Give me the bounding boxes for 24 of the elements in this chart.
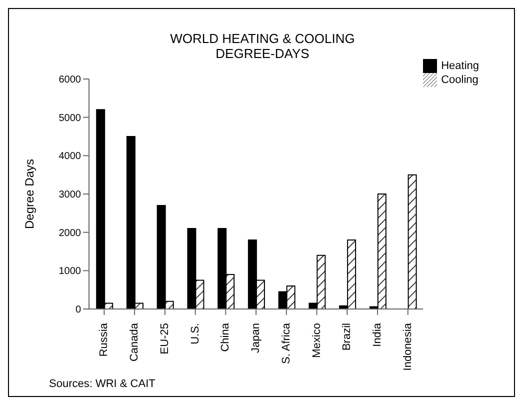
x-tick-label: Indonesia	[402, 322, 414, 371]
x-tick-label: Mexico	[310, 323, 323, 358]
legend-label: Heating	[441, 60, 479, 72]
x-tick-label: India	[372, 322, 384, 347]
y-tick-label: 2000	[58, 228, 82, 239]
y-tick-label: 5000	[58, 112, 82, 124]
bar	[408, 174, 417, 309]
y-tick-label: 0	[75, 304, 82, 316]
y-tick-label: 4000	[58, 151, 82, 162]
x-tick-label: S. Africa	[280, 322, 292, 364]
x-tick-label: China	[220, 322, 232, 352]
y-axis-title: Degree Days	[22, 158, 36, 230]
y-tick-label: 3000	[58, 190, 82, 201]
y-tick-label: 1000	[58, 266, 82, 278]
source-note: Sources: WRI & CAIT	[49, 378, 156, 390]
x-tick-label: Russia	[98, 322, 110, 357]
x-tick-label: Japan	[250, 323, 262, 353]
y-tick-label: 6000	[58, 74, 82, 86]
x-tick-label: Canada	[128, 322, 141, 362]
chart-title: WORLD HEATING & COOLING DEGREE-DAYS	[169, 31, 356, 61]
x-tick-label: U.S.	[189, 323, 202, 344]
legend-label: Cooling	[441, 74, 478, 86]
x-tick-label: Brazil	[341, 323, 354, 351]
x-tick-label: EU-25	[158, 323, 171, 354]
